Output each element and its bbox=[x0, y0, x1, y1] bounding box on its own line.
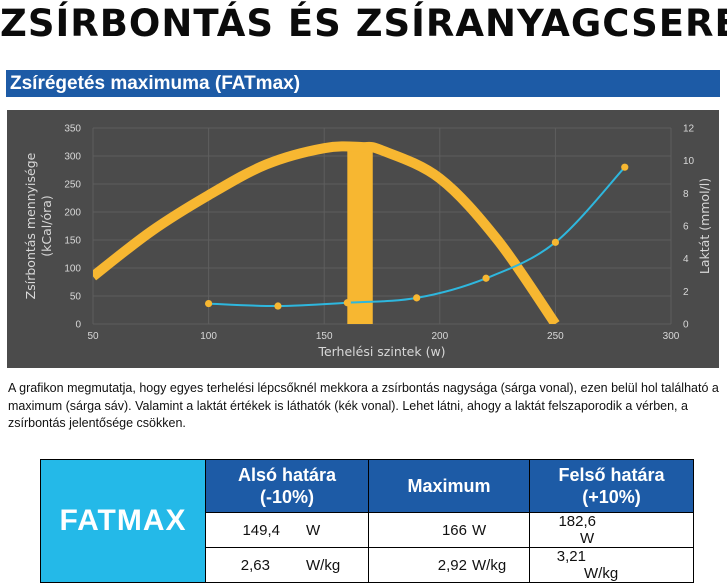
fatmax-table: FATMAX Alsó határa (-10%) Maximum Felső … bbox=[40, 459, 694, 583]
cell-upper-wkg: 3,21W/kg bbox=[529, 547, 694, 583]
cell-max-watt: 166 W bbox=[368, 512, 530, 548]
lower-watt-unit: W bbox=[306, 521, 321, 539]
chart-svg: 50 100 150 200 250 30005010015020025030035002… bbox=[7, 110, 719, 368]
fatmax-chart: 50 100 150 200 250 300 0 50 100 150 200 250 300 350 0 2… bbox=[7, 110, 719, 368]
y-left-tick-label: 250 bbox=[64, 180, 81, 191]
lactate-point bbox=[413, 294, 421, 302]
cell-lower-wkg: 2,63 W/kg bbox=[205, 547, 369, 583]
upper-wkg-value: 3,21 bbox=[556, 548, 586, 565]
lactate-point bbox=[551, 238, 560, 246]
x-tick-label: 200 bbox=[431, 331, 448, 342]
x-tick-label: 100 bbox=[200, 331, 217, 342]
x-tick-label: 50 bbox=[87, 331, 99, 342]
cell-lower-watt: 149,4 W bbox=[205, 512, 369, 548]
lactate-point bbox=[343, 299, 351, 307]
section-title: Zsírégetés maximuma (FATmax) bbox=[10, 73, 301, 94]
y-right-tick-label: 12 bbox=[683, 124, 695, 135]
upper-wkg-unit: W/kg bbox=[584, 565, 619, 582]
header-maximum: Maximum bbox=[368, 459, 530, 513]
lactate-point bbox=[621, 163, 629, 171]
x-axis-label: Terhelési szintek (w) bbox=[317, 344, 445, 359]
fat-oxidation-curve bbox=[93, 141, 560, 324]
header-upper-bound: Felső határa (+10%) bbox=[529, 459, 694, 513]
y-right-tick-label: 6 bbox=[683, 222, 689, 233]
cell-max-wkg: 2,92 W/kg bbox=[368, 547, 530, 583]
lactate-point bbox=[274, 302, 282, 310]
y-right-tick-label: 2 bbox=[683, 287, 689, 298]
y-right-tick-label: 4 bbox=[683, 254, 689, 265]
y-right-tick-label: 0 bbox=[683, 320, 689, 331]
header-lower-line1: Alsó határa bbox=[237, 465, 337, 485]
chart-caption: A grafikon megmutatja, hogy egyes terhel… bbox=[8, 381, 719, 430]
lower-wkg-unit: W/kg bbox=[306, 556, 341, 574]
y-left-tick-label: 0 bbox=[75, 320, 81, 331]
y-left-tick-label: 50 bbox=[70, 292, 82, 303]
header-lower-bound: Alsó határa (-10%) bbox=[205, 459, 369, 513]
fatmax-label: FATMAX bbox=[40, 459, 206, 583]
x-tick-label: 250 bbox=[547, 331, 564, 342]
upper-watt-value: 182,6 bbox=[558, 513, 596, 530]
y-left-tick-label: 150 bbox=[64, 236, 81, 247]
section-title-bar: Zsírégetés maximuma (FATmax) bbox=[6, 70, 720, 97]
y-right-tick-label: 8 bbox=[683, 189, 689, 200]
header-lower-line2: (-10%) bbox=[259, 487, 314, 507]
lactate-point bbox=[482, 274, 490, 282]
lactate-point bbox=[205, 299, 213, 308]
table-row: 149,4 W 166 W 182,6W bbox=[41, 512, 694, 548]
y-right-axis-label: Laktát (mmol/l) bbox=[697, 178, 712, 274]
fatmax-band bbox=[347, 143, 373, 324]
y-left-tick-label: 350 bbox=[64, 124, 81, 135]
max-watt-unit: W bbox=[472, 521, 487, 539]
page-title: ZSÍRBONTÁS ÉS ZSÍRANYAGCSERE bbox=[0, 2, 727, 45]
y-left-tick-label: 300 bbox=[64, 152, 81, 163]
upper-watt-unit: W bbox=[580, 530, 595, 547]
header-upper-line2: (+10%) bbox=[582, 487, 641, 507]
y-right-tick-label: 10 bbox=[683, 156, 695, 167]
y-left-tick-label: 200 bbox=[64, 208, 81, 219]
y-left-axis-label-line1: Zsírbontás mennyisége bbox=[23, 152, 38, 299]
header-upper-line1: Felső határa bbox=[558, 465, 665, 485]
max-wkg-unit: W/kg bbox=[472, 556, 507, 574]
x-tick-label: 300 bbox=[663, 331, 680, 342]
max-wkg-value: 2,92 bbox=[437, 556, 467, 574]
x-tick-label: 150 bbox=[316, 331, 333, 342]
y-left-axis-label-line2: (kCal/óra) bbox=[39, 195, 54, 257]
cell-upper-watt: 182,6W bbox=[529, 512, 694, 548]
lower-wkg-value: 2,63 bbox=[240, 556, 270, 574]
max-watt-value: 166 bbox=[441, 521, 467, 539]
lower-watt-value: 149,4 bbox=[242, 521, 280, 539]
y-left-tick-label: 100 bbox=[64, 264, 81, 275]
